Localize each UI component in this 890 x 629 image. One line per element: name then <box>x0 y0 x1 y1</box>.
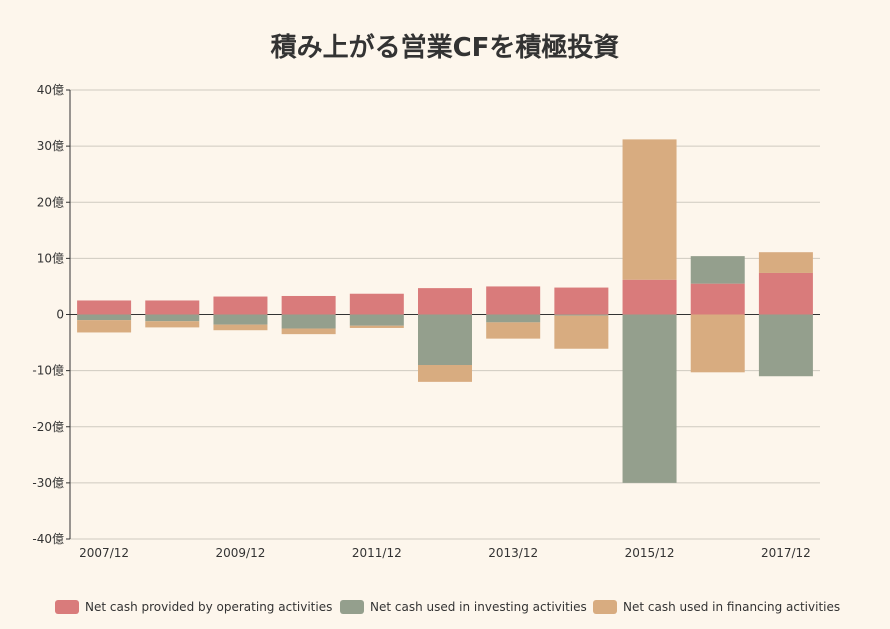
legend: Net cash provided by operating activitie… <box>55 600 840 614</box>
bar-2010-12 <box>281 314 336 329</box>
bar-2016-12 <box>690 256 745 284</box>
chart-title: 積み上がる営業CFを積極投資 <box>271 32 620 63</box>
bar-2015-12 <box>622 139 677 280</box>
bar-2009-12 <box>213 324 268 331</box>
bar-2011-12 <box>349 314 404 326</box>
bar-2014-12 <box>554 315 609 349</box>
legend-label: Net cash used in investing activities <box>370 600 587 614</box>
y-tick-label: 30億 <box>37 139 64 153</box>
y-tick-label: -30億 <box>32 476 64 490</box>
y-tick-label: 40億 <box>37 83 64 97</box>
bar-2017-12 <box>758 314 813 377</box>
bar-2013-12 <box>486 314 541 323</box>
legend-swatch <box>593 600 617 614</box>
bar-2015-12 <box>622 279 677 315</box>
bar-2017-12 <box>758 252 813 273</box>
bar-2011-12 <box>349 293 404 315</box>
x-tick-label: 2015/12 <box>625 546 675 560</box>
bar-2010-12 <box>281 328 336 335</box>
x-tick-label: 2011/12 <box>352 546 402 560</box>
y-tick-label: 20億 <box>37 195 64 209</box>
bar-2016-12 <box>690 283 745 315</box>
x-tick-label: 2009/12 <box>216 546 266 560</box>
y-tick-label: -40億 <box>32 532 64 546</box>
bar-2008-12 <box>145 314 200 322</box>
bar-2017-12 <box>758 272 813 315</box>
bar-2009-12 <box>213 314 268 325</box>
y-tick-label: 10億 <box>37 251 64 265</box>
bar-2007-12 <box>77 320 132 333</box>
bar-2012-12 <box>418 288 472 315</box>
bar-2011-12 <box>349 325 404 328</box>
bar-2016-12 <box>690 314 745 373</box>
bar-2007-12 <box>77 300 132 315</box>
x-tick-label: 2017/12 <box>761 546 811 560</box>
bar-2012-12 <box>418 314 472 366</box>
bar-2012-12 <box>418 365 472 382</box>
y-tick-label: 0 <box>56 308 64 322</box>
y-tick-label: -10億 <box>32 364 64 378</box>
bar-2014-12 <box>554 287 609 315</box>
legend-swatch <box>340 600 364 614</box>
x-tick-label: 2013/12 <box>488 546 538 560</box>
bar-2008-12 <box>145 321 200 328</box>
bar-2010-12 <box>281 295 336 315</box>
axes: 40億 30億 20億 10億 0 -10億 -20億 -30億 -40億 2007/12 2009… <box>32 83 810 560</box>
x-tick-label: 2007/12 <box>79 546 129 560</box>
bar-2009-12 <box>213 296 268 315</box>
bar-2008-12 <box>145 300 200 315</box>
legend-label: Net cash used in financing activities <box>623 600 840 614</box>
y-tick-label: -20億 <box>32 420 64 434</box>
bars <box>77 139 813 483</box>
bar-2013-12 <box>486 322 541 339</box>
bar-2013-12 <box>486 286 541 315</box>
legend-swatch <box>55 600 79 614</box>
bar-2007-12 <box>77 314 132 321</box>
bar-2014-12 <box>554 314 609 316</box>
bar-2015-12 <box>622 314 677 483</box>
legend-label: Net cash provided by operating activitie… <box>85 600 332 614</box>
